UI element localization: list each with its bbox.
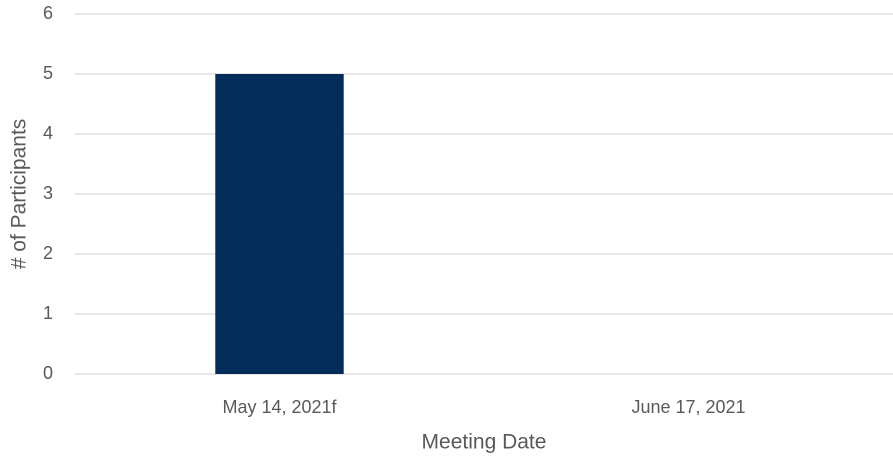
x-axis-label: Meeting Date [422, 431, 547, 454]
y-tick-label: 6 [43, 3, 53, 23]
y-tick-label: 5 [43, 63, 53, 83]
x-tick-label: May 14, 2021f [222, 397, 337, 417]
x-tick-label: June 17, 2021 [631, 397, 745, 417]
y-tick-label: 4 [43, 123, 53, 143]
y-tick-label: 3 [43, 183, 53, 203]
y-axis-label: # of Participants [8, 119, 31, 270]
y-tick-label: 1 [43, 303, 53, 323]
bar [215, 74, 344, 374]
y-tick-label: 2 [43, 243, 53, 263]
y-tick-label: 0 [43, 363, 53, 383]
